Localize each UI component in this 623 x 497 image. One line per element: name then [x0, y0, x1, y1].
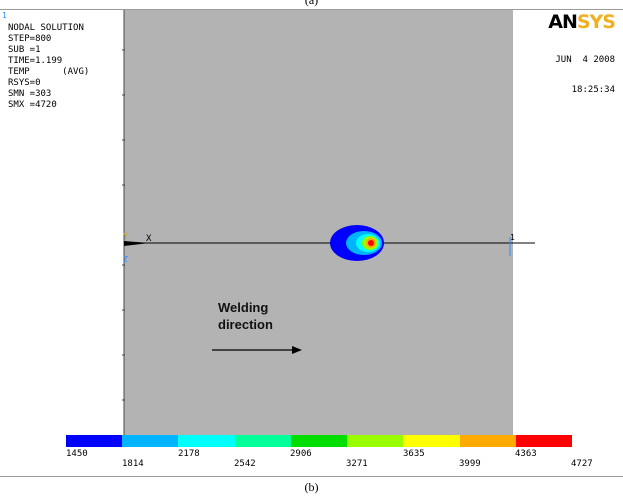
window-number: 1: [2, 11, 7, 20]
weld-heat-plot: [124, 225, 535, 261]
legend-swatch: [178, 435, 235, 447]
legend-swatch: [66, 435, 123, 447]
plate-left-edge-ticks: [122, 10, 125, 443]
time-text: 18:25:34: [571, 85, 615, 95]
info-line: RSYS=0: [8, 78, 41, 88]
figure-caption: (b): [304, 480, 319, 494]
axis-triad: [124, 241, 150, 246]
ansys-graphics-window: 1 NODAL SOLUTION STEP=800 SUB =1 TIME=1.…: [0, 9, 623, 477]
legend-swatch: [515, 435, 572, 447]
welding-direction-arrow-icon: [212, 346, 302, 354]
legend-swatch: [459, 435, 516, 447]
info-line: NODAL SOLUTION: [8, 23, 84, 33]
legend-label: 2906: [290, 449, 312, 459]
legend-label: 3271: [346, 459, 368, 469]
legend-swatch: [122, 435, 179, 447]
legend-label: 3635: [403, 449, 425, 459]
nodal-solution-info: NODAL SOLUTION STEP=800 SUB =1 TIME=1.19…: [8, 23, 89, 111]
timestamp: JUN 4 2008 18:25:34: [555, 35, 615, 115]
legend-label: 1450: [66, 449, 88, 459]
welding-direction-line1: Welding: [218, 300, 269, 315]
legend-label: 3999: [459, 459, 481, 469]
welding-direction-label: Welding direction: [218, 299, 273, 333]
legend-swatch: [347, 435, 404, 447]
node-number-label: 1: [510, 233, 515, 242]
z-axis-label: Z: [123, 255, 128, 264]
legend-label: 2178: [178, 449, 200, 459]
figure-caption-top: (a): [304, 0, 319, 7]
legend-swatch: [234, 435, 291, 447]
info-line: SUB =1: [8, 45, 41, 55]
legend-label: 4727: [571, 459, 593, 469]
info-line: TIME=1.199: [8, 56, 63, 66]
legend-swatch: [403, 435, 460, 447]
date-text: JUN 4 2008: [555, 55, 615, 65]
ansys-logo: ANSYS: [548, 11, 616, 33]
legend-swatch: [290, 435, 348, 447]
y-axis-label: Y: [123, 232, 128, 241]
legend-label: 4363: [515, 449, 537, 459]
welding-direction-line2: direction: [218, 317, 273, 332]
plate-plot-area[interactable]: [124, 10, 513, 443]
info-line: STEP=800: [8, 34, 52, 44]
info-line: TEMP (AVG): [8, 67, 90, 77]
x-axis-label: X: [146, 234, 152, 244]
heat-zone-peak: [368, 240, 374, 246]
legend-label: 1814: [122, 459, 144, 469]
info-line: SMX =4720: [8, 100, 57, 110]
legend-label: 2542: [234, 459, 256, 469]
contour-legend-bar: [66, 435, 572, 447]
info-line: SMN =303: [8, 89, 52, 99]
